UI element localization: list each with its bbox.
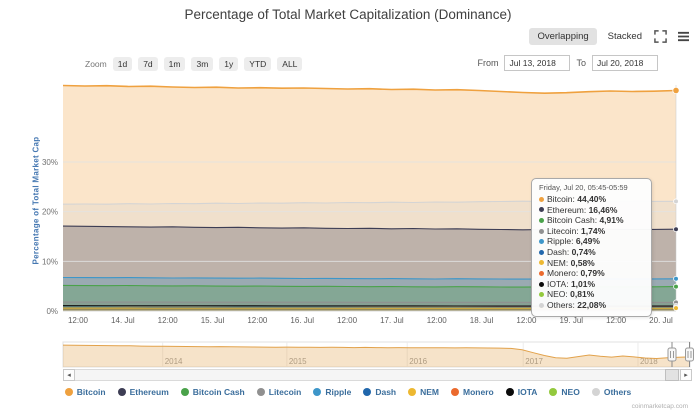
chart-mode-controls: Overlapping Stacked xyxy=(529,28,690,45)
series-color-dot xyxy=(539,281,544,287)
legend-item-dash[interactable]: Dash xyxy=(363,387,396,397)
svg-text:10%: 10% xyxy=(42,257,58,266)
svg-text:2017: 2017 xyxy=(525,357,543,366)
context-menu-icon[interactable] xyxy=(676,30,690,43)
from-label: From xyxy=(477,58,499,68)
zoom-bar: Zoom 1d 7d 1m 3m 1y YTD ALL xyxy=(85,57,303,71)
tooltip-row: Litecoin: 1,74% xyxy=(539,226,644,237)
legend-dot xyxy=(408,388,417,396)
series-color-dot xyxy=(539,239,544,245)
scrollbar-thumb[interactable] xyxy=(665,369,679,381)
legend-item-bitcoin-cash[interactable]: Bitcoin Cash xyxy=(180,387,245,397)
series-color-dot xyxy=(539,260,544,266)
legend-item-bitcoin[interactable]: Bitcoin xyxy=(64,387,106,397)
series-color-dot xyxy=(539,228,544,234)
svg-text:2014: 2014 xyxy=(165,357,183,366)
legend-dot xyxy=(313,388,322,396)
x-axis-label: 12:00 xyxy=(157,316,178,325)
legend-item-iota[interactable]: IOTA xyxy=(505,387,537,397)
svg-text:2015: 2015 xyxy=(289,357,307,366)
zoom-button-1m[interactable]: 1m xyxy=(163,57,186,71)
legend-dot xyxy=(256,388,265,396)
svg-text:2016: 2016 xyxy=(409,357,427,366)
zoom-label: Zoom xyxy=(85,59,107,69)
x-axis-label: 12:00 xyxy=(67,316,89,325)
legend-dot xyxy=(591,388,600,396)
x-axis-label: 15. Jul xyxy=(200,316,225,325)
tooltip-row: IOTA: 1,01% xyxy=(539,279,644,290)
tooltip-row: Ethereum: 16,46% xyxy=(539,205,644,216)
legend-item-ethereum[interactable]: Ethereum xyxy=(117,387,169,397)
legend-dot xyxy=(549,388,558,396)
tooltip-row: Bitcoin: 44,40% xyxy=(539,194,644,205)
x-axis-label: 12:00 xyxy=(426,316,447,325)
tooltip: Friday, Jul 20, 05:45-05:59 Bitcoin: 44,… xyxy=(531,178,652,317)
x-axis-label: 12:00 xyxy=(247,316,268,325)
legend-item-monero[interactable]: Monero xyxy=(451,387,494,397)
x-axis-label: 16. Jul xyxy=(290,316,314,325)
x-axis-label: 14. Jul xyxy=(111,316,135,325)
from-date-input[interactable] xyxy=(504,55,571,71)
tooltip-row: NEO: 0,81% xyxy=(539,289,644,300)
x-axis-label: 12:00 xyxy=(337,316,358,325)
legend-dot xyxy=(117,388,126,396)
date-range-controls: From To xyxy=(477,55,658,71)
x-axis-label: 17. Jul xyxy=(380,316,404,325)
zoom-button-ytd[interactable]: YTD xyxy=(244,57,272,71)
x-axis-label: 12:00 xyxy=(516,316,537,325)
svg-text:0%: 0% xyxy=(46,307,58,316)
fullscreen-icon[interactable] xyxy=(653,30,667,43)
x-axis-label: 12:00 xyxy=(606,316,627,325)
zoom-button-all[interactable]: ALL xyxy=(277,57,303,71)
legend-item-litecoin[interactable]: Litecoin xyxy=(256,387,301,397)
x-axis-label: 18. Jul xyxy=(469,316,494,325)
series-color-dot xyxy=(539,292,544,298)
tooltip-row: Monero: 0,79% xyxy=(539,268,644,279)
x-axis-label: 19. Jul xyxy=(559,316,584,325)
svg-text:30%: 30% xyxy=(42,158,58,167)
legend-dot xyxy=(363,388,372,396)
legend-item-neo[interactable]: NEO xyxy=(549,387,580,397)
mode-overlapping-button[interactable]: Overlapping xyxy=(529,28,597,45)
x-axis-labels: 12:00 14. Jul 12:00 15. Jul 12:00 16. Jul 12:0… xyxy=(63,316,676,325)
svg-text:20%: 20% xyxy=(42,208,58,217)
zoom-button-7d[interactable]: 7d xyxy=(138,57,158,71)
mode-stacked-button[interactable]: Stacked xyxy=(607,31,642,42)
series-color-dot xyxy=(539,302,544,308)
scrollbar-left-arrow-icon[interactable]: ◂ xyxy=(63,369,75,381)
scrollbar-track[interactable] xyxy=(63,369,692,381)
to-date-input[interactable] xyxy=(592,55,658,71)
tooltip-row: Bitcoin Cash: 4,91% xyxy=(539,215,644,226)
watermark: coinmarketcap.com xyxy=(631,403,688,410)
page-title: Percentage of Total Market Capitalizatio… xyxy=(184,7,512,22)
legend-item-ripple[interactable]: Ripple xyxy=(313,387,351,397)
tooltip-row: Ripple: 6,49% xyxy=(539,236,644,247)
legend: Bitcoin Ethereum Bitcoin Cash Litecoin Rippl… xyxy=(0,387,696,397)
to-label: To xyxy=(576,58,586,68)
svg-text:2018: 2018 xyxy=(640,357,658,366)
scrollbar-right-arrow-icon[interactable]: ▸ xyxy=(680,369,692,381)
series-color-dot xyxy=(539,217,544,223)
tooltip-row: Dash: 0,74% xyxy=(539,247,644,258)
tooltip-row: Others: 22,08% xyxy=(539,300,644,311)
legend-dot xyxy=(451,388,460,396)
x-axis-label: 20. Jul xyxy=(649,316,673,325)
tooltip-row: NEM: 0,58% xyxy=(539,258,644,269)
legend-item-nem[interactable]: NEM xyxy=(408,387,439,397)
tooltip-header: Friday, Jul 20, 05:45-05:59 xyxy=(539,183,628,192)
zoom-button-3m[interactable]: 3m xyxy=(191,57,214,71)
series-color-dot xyxy=(539,270,544,276)
zoom-button-1d[interactable]: 1d xyxy=(112,57,133,71)
legend-dot xyxy=(180,388,189,396)
series-color-dot xyxy=(539,196,544,202)
navigator-right-handle[interactable] xyxy=(685,347,694,362)
zoom-button-1y[interactable]: 1y xyxy=(219,57,239,71)
legend-dot xyxy=(64,388,73,396)
legend-item-others[interactable]: Others xyxy=(591,387,631,397)
series-color-dot xyxy=(539,249,544,255)
series-color-dot xyxy=(539,207,544,213)
legend-dot xyxy=(505,388,514,396)
navigator-left-handle[interactable] xyxy=(667,347,677,362)
